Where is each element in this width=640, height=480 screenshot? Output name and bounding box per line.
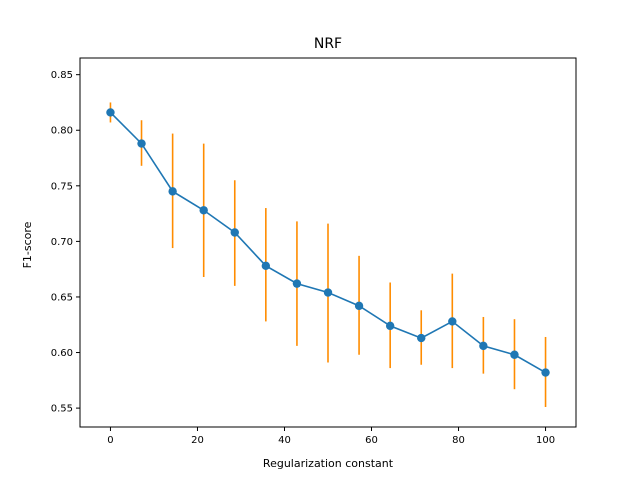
y-tick-label-5: 0.80	[51, 126, 73, 137]
data-point-3	[199, 206, 208, 215]
x-axis-label: Regularization constant	[263, 457, 394, 470]
x-tick-label-4: 80	[452, 435, 465, 446]
y-tick-label-2: 0.65	[51, 292, 73, 303]
y-tick-label-1: 0.60	[51, 348, 73, 359]
data-point-1	[137, 139, 146, 148]
x-axis: 0 20 40 60 80 100	[107, 427, 555, 446]
data-point-13	[510, 350, 519, 359]
y-tick-label-3: 0.70	[51, 237, 73, 248]
data-point-11	[448, 317, 457, 326]
x-tick-label-0: 0	[107, 435, 113, 446]
chart-title: NRF	[314, 36, 342, 52]
data-point-8	[354, 301, 364, 311]
data-point-7	[323, 288, 333, 297]
x-tick-label-1: 20	[191, 435, 204, 446]
plot-area	[106, 102, 550, 407]
y-tick-label-0: 0.55	[51, 404, 73, 415]
y-axis-label: F1-score	[21, 221, 34, 268]
data-point-6	[292, 279, 302, 288]
x-tick-label-3: 60	[365, 435, 378, 446]
x-tick-label-5: 100	[536, 435, 555, 446]
data-point-12	[479, 341, 488, 351]
data-point-14	[541, 368, 550, 377]
data-point-0	[106, 108, 115, 117]
x-tick-label-2: 40	[278, 435, 291, 446]
data-point-4	[230, 228, 239, 237]
y-tick-label-4: 0.75	[51, 181, 73, 192]
axes-frame	[79, 57, 577, 428]
data-point-10	[417, 333, 426, 343]
data-point-5	[261, 261, 271, 271]
y-axis: 0.55 0.60 0.65 0.70 0.75 0.80 0.85	[51, 70, 80, 415]
y-tick-label-6: 0.85	[51, 70, 73, 81]
data-point-9	[385, 321, 395, 331]
data-point-2	[168, 187, 177, 196]
